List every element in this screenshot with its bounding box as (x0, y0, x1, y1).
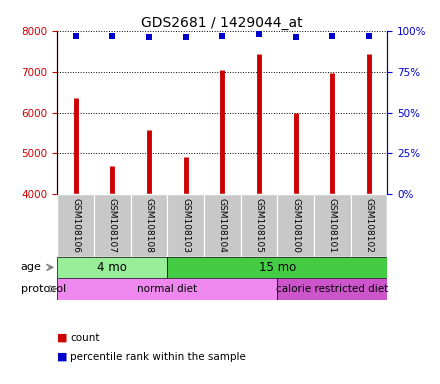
Bar (131, 194, 167, 257)
Point (255, 31, 262, 37)
Text: count: count (70, 333, 100, 343)
Text: normal diet: normal diet (137, 284, 197, 294)
Bar (204, 194, 241, 257)
Text: GSM108106: GSM108106 (71, 198, 80, 253)
Text: GSM108108: GSM108108 (144, 198, 154, 253)
Bar (277, 278, 387, 300)
Title: GDS2681 / 1429044_at: GDS2681 / 1429044_at (141, 16, 303, 30)
Bar (351, 194, 387, 257)
Bar (57, 257, 167, 278)
Text: protocol: protocol (21, 284, 66, 294)
Bar (167, 257, 387, 278)
Text: calorie restricted diet: calorie restricted diet (276, 284, 389, 294)
Text: age: age (21, 262, 41, 272)
Point (182, 34, 189, 40)
Point (329, 33, 336, 39)
Bar (241, 194, 277, 257)
Text: GSM108102: GSM108102 (364, 198, 374, 253)
Text: GSM108105: GSM108105 (254, 198, 264, 253)
Text: 15 mo: 15 mo (259, 261, 296, 274)
Point (145, 34, 152, 40)
Text: ■: ■ (57, 352, 68, 362)
Text: GSM108103: GSM108103 (181, 198, 190, 253)
Bar (314, 194, 351, 257)
Text: GSM108100: GSM108100 (291, 198, 300, 253)
Bar (167, 194, 204, 257)
Point (72, 33, 79, 39)
Bar (277, 194, 314, 257)
Text: percentile rank within the sample: percentile rank within the sample (70, 352, 246, 362)
Text: ■: ■ (57, 333, 68, 343)
Text: GSM108104: GSM108104 (218, 198, 227, 253)
Bar (94, 194, 131, 257)
Text: GSM108107: GSM108107 (108, 198, 117, 253)
Text: GSM108101: GSM108101 (328, 198, 337, 253)
Point (219, 33, 226, 39)
Point (109, 33, 116, 39)
Bar (57, 194, 94, 257)
Point (365, 33, 372, 39)
Point (292, 34, 299, 40)
Text: 4 mo: 4 mo (97, 261, 127, 274)
Bar (57, 278, 277, 300)
